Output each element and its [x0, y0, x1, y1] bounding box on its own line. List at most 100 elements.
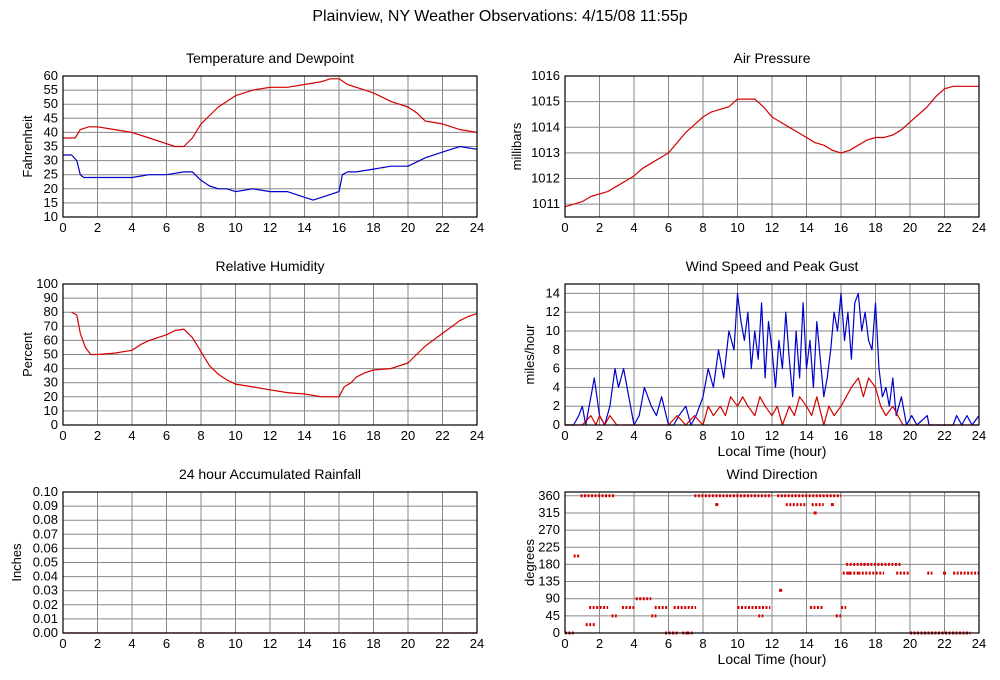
y-tick-label: 1016 — [531, 68, 560, 83]
direction-point — [943, 571, 946, 575]
x-tick-label: 4 — [630, 636, 637, 651]
y-tick-label: 0.02 — [33, 597, 58, 612]
y-tick-label: 4 — [553, 379, 560, 394]
x-tick-label: 16 — [834, 220, 848, 235]
x-tick-label: 20 — [903, 220, 917, 235]
x-tick-label: 2 — [94, 636, 101, 651]
plot-frame — [62, 283, 478, 426]
x-tick-label: 16 — [332, 428, 346, 443]
series-line — [565, 377, 979, 426]
x-tick-label: 18 — [868, 428, 882, 443]
x-tick-label: 12 — [765, 636, 779, 651]
y-tick-label: 50 — [44, 96, 58, 111]
y-axis-label: millibars — [509, 122, 524, 170]
y-axis-label: Inches — [9, 543, 24, 582]
y-tick-label: 30 — [44, 375, 58, 390]
x-tick-label: 4 — [128, 220, 135, 235]
x-tick-label: 8 — [197, 428, 204, 443]
x-tick-label: 6 — [665, 636, 672, 651]
x-tick-label: 12 — [765, 428, 779, 443]
x-tick-label: 0 — [561, 220, 568, 235]
plot-frame — [62, 75, 478, 218]
x-tick-label: 0 — [59, 220, 66, 235]
x-tick-label: 22 — [435, 220, 449, 235]
x-tick-label: 18 — [366, 428, 380, 443]
y-tick-label: 270 — [538, 522, 560, 537]
y-tick-label: 0.08 — [33, 512, 58, 527]
x-tick-label: 2 — [596, 428, 603, 443]
y-tick-label: 10 — [546, 323, 560, 338]
x-tick-label: 18 — [366, 220, 380, 235]
x-tick-label: 8 — [197, 220, 204, 235]
y-tick-label: 360 — [538, 488, 560, 503]
x-tick-label: 24 — [972, 428, 986, 443]
x-tick-label: 2 — [94, 428, 101, 443]
y-tick-label: 8 — [553, 342, 560, 357]
x-tick-label: 20 — [401, 428, 415, 443]
y-tick-label: 225 — [538, 539, 560, 554]
x-tick-label: 16 — [332, 220, 346, 235]
y-tick-label: 0.07 — [33, 526, 58, 541]
x-tick-label: 6 — [163, 220, 170, 235]
series-line — [565, 292, 980, 426]
y-tick-label: 40 — [44, 361, 58, 376]
x-tick-label: 0 — [59, 428, 66, 443]
x-tick-label: 22 — [937, 636, 951, 651]
x-tick-label: 10 — [730, 220, 744, 235]
x-tick-label: 20 — [401, 220, 415, 235]
y-tick-label: 2 — [553, 398, 560, 413]
x-tick-label: 12 — [263, 428, 277, 443]
y-tick-label: 0 — [553, 417, 560, 432]
y-tick-label: 20 — [44, 181, 58, 196]
y-tick-label: 1015 — [531, 94, 560, 109]
y-tick-label: 0.00 — [33, 625, 58, 640]
chart-title: 24 hour Accumulated Rainfall — [179, 466, 361, 482]
y-tick-label: 10 — [44, 403, 58, 418]
y-tick-label: 14 — [546, 285, 560, 300]
x-tick-label: 24 — [470, 428, 484, 443]
x-tick-label: 22 — [435, 636, 449, 651]
x-tick-label: 18 — [868, 220, 882, 235]
x-tick-label: 12 — [765, 220, 779, 235]
x-tick-label: 2 — [94, 220, 101, 235]
series-line — [564, 85, 979, 208]
y-tick-label: 1012 — [531, 171, 560, 186]
y-tick-label: 45 — [44, 110, 58, 125]
x-tick-label: 16 — [332, 636, 346, 651]
plot-frame — [564, 283, 980, 426]
x-tick-label: 6 — [665, 428, 672, 443]
y-tick-label: 35 — [44, 139, 58, 154]
y-tick-label: 10 — [44, 209, 58, 224]
y-tick-label: 60 — [44, 68, 58, 83]
direction-point — [715, 503, 719, 507]
chart-title: Temperature and Dewpoint — [186, 50, 354, 66]
x-tick-label: 14 — [297, 220, 311, 235]
x-tick-label: 10 — [730, 636, 744, 651]
y-axis-label: Fahrenheit — [20, 115, 35, 178]
y-tick-label: 0.10 — [33, 484, 58, 499]
x-tick-label: 4 — [630, 428, 637, 443]
y-tick-label: 30 — [44, 153, 58, 168]
x-tick-label: 10 — [228, 220, 242, 235]
x-tick-label: 0 — [59, 636, 66, 651]
y-tick-label: 0 — [553, 625, 560, 640]
x-tick-label: 18 — [868, 636, 882, 651]
chart-title: Air Pressure — [733, 50, 810, 66]
x-tick-label: 6 — [665, 220, 672, 235]
chart-title: Relative Humidity — [216, 258, 325, 274]
x-axis-label: Local Time (hour) — [718, 651, 827, 667]
y-tick-label: 0.01 — [33, 611, 58, 626]
y-tick-label: 60 — [44, 332, 58, 347]
x-tick-label: 14 — [799, 220, 813, 235]
chart-title: Wind Speed and Peak Gust — [686, 258, 859, 274]
x-tick-label: 14 — [297, 636, 311, 651]
x-tick-label: 20 — [903, 428, 917, 443]
plot-frame — [62, 491, 478, 634]
direction-point — [848, 571, 852, 575]
y-tick-label: 80 — [44, 304, 58, 319]
